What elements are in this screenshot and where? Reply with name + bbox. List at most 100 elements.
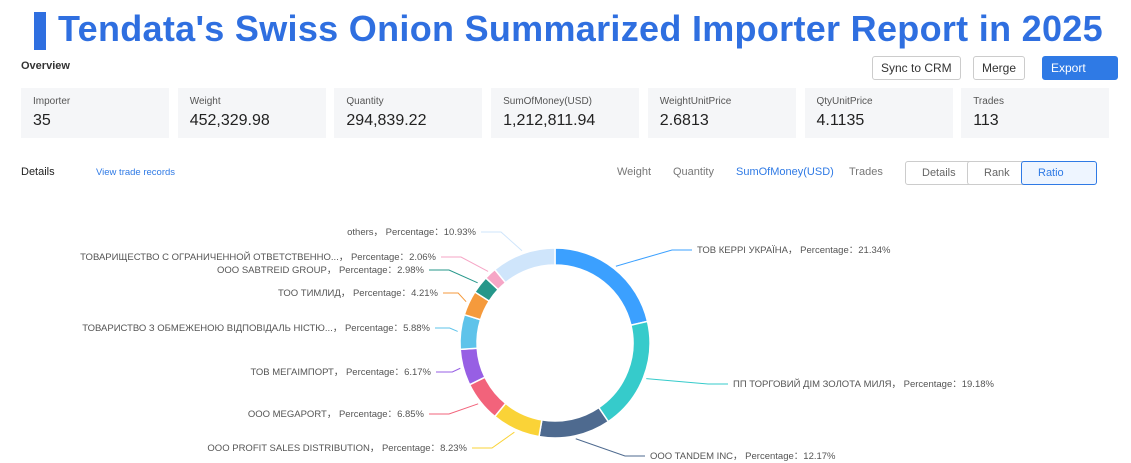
donut-segment (554, 247, 649, 327)
export-button[interactable]: Export (1042, 56, 1118, 80)
stat-card: Weight 452,329.98 (177, 88, 326, 138)
slice-value: 6.17% (404, 367, 431, 378)
stat-card: QtyUnitPrice 4.1135 (804, 88, 953, 138)
slice-separator: ， Percentage： (327, 409, 397, 420)
slice-name: ТОВ МЕГАІМПОРТ (251, 367, 335, 378)
merge-button[interactable]: Merge (973, 56, 1026, 80)
leader-line (429, 403, 479, 415)
leader-line (443, 292, 467, 303)
slice-label: others， Percentage：10.93% (347, 227, 476, 238)
metric-tab[interactable]: Trades (849, 166, 883, 178)
stat-card: Importer 35 (21, 88, 169, 138)
slice-label: OOO MEGAPORT， Percentage：6.85% (248, 409, 425, 420)
stat-label: Importer (33, 96, 71, 107)
donut-segment (538, 406, 610, 439)
slice-label: ТОВ МЕГАІМПОРТ， Percentage：6.17% (251, 367, 432, 378)
leader-line (646, 378, 728, 385)
view-button[interactable]: Ratio (1021, 161, 1097, 185)
slice-value: 5.88% (403, 323, 430, 334)
slice-value: 2.06% (409, 252, 436, 263)
stat-value: 35 (33, 112, 51, 129)
slice-value: 6.85% (397, 409, 424, 420)
slice-separator: ， Percentage： (327, 265, 397, 276)
slice-separator: ， Percentage： (374, 227, 444, 238)
slice-label: ТОВАРИЩЕСТВО С ОГРАНИЧЕННОЙ ОТВЕТСТВЕННО… (80, 251, 436, 263)
stat-label: WeightUnitPrice (659, 96, 732, 107)
slice-value: 2.98% (397, 265, 424, 276)
slice-value: 12.17% (803, 451, 836, 462)
slice-separator: ， Percentage： (788, 245, 858, 256)
stat-value: 113 (973, 112, 999, 129)
stat-label: Weight (189, 96, 221, 107)
stat-card: Trades 113 (961, 88, 1110, 138)
slice-name: ПП ТОРГОВИЙ ДІМ ЗОЛОТА МИЛЯ (733, 378, 892, 390)
leader-line (472, 431, 515, 449)
slice-name: OOO MEGAPORT (248, 409, 327, 420)
title-bar (34, 12, 46, 50)
slice-label: ТОО ТИМЛИД， Percentage：4.21% (278, 288, 439, 299)
slice-value: 8.23% (440, 443, 467, 454)
stat-value: 2.6813 (659, 112, 709, 129)
slice-separator: ， Percentage： (334, 367, 404, 378)
slice-name: ТОО ТИМЛИД (278, 288, 341, 299)
view-button[interactable]: Details (905, 161, 975, 185)
slice-value: 21.34% (858, 245, 891, 256)
donut-segment (459, 347, 486, 386)
donut-segment (493, 247, 556, 284)
slice-value: 19.18% (962, 379, 995, 390)
stat-value: 4.1135 (816, 112, 865, 129)
slice-separator: ， Percentage： (370, 443, 440, 454)
stat-label: QtyUnitPrice (816, 96, 873, 107)
slice-name: ТОВАРИСТВО З ОБМЕЖЕНОЮ ВІДПОВІДАЛЬ НІСТЮ… (82, 323, 333, 334)
slice-name: OOO SABTREID GROUP (217, 265, 327, 276)
leader-line (615, 249, 692, 267)
overview-label: Overview (21, 60, 70, 72)
details-label: Details (21, 166, 55, 178)
stat-card: WeightUnitPrice 2.6813 (647, 88, 796, 138)
stat-label: SumOfMoney(USD) (503, 96, 592, 107)
slice-name: OOO PROFIT SALES DISTRIBUTION (207, 443, 370, 454)
leader-line (575, 438, 645, 457)
slice-separator: ， Percentage： (733, 451, 803, 462)
metric-tab[interactable]: Weight (617, 166, 652, 178)
slice-label: OOO PROFIT SALES DISTRIBUTION， Percentag… (207, 443, 467, 454)
slice-name: ТОВ КЕРРІ УКРАЇНА (697, 245, 789, 256)
slice-label: OOO TANDEM INC， Percentage：12.17% (650, 451, 836, 462)
metric-tab[interactable]: Quantity (673, 166, 714, 178)
stat-label: Quantity (346, 96, 384, 107)
slice-name: OOO TANDEM INC (650, 451, 733, 462)
slice-label: ТОВАРИСТВО З ОБМЕЖЕНОЮ ВІДПОВІДАЛЬ НІСТЮ… (82, 323, 430, 334)
leader-line (481, 231, 523, 252)
stat-card: Quantity 294,839.22 (334, 88, 483, 138)
stat-value: 1,212,811.94 (503, 112, 596, 129)
donut-segment (468, 376, 507, 418)
slice-value: 10.93% (444, 227, 477, 238)
slice-label: ТОВ КЕРРІ УКРАЇНА， Percentage：21.34% (697, 245, 891, 256)
leader-line (436, 367, 461, 373)
slice-separator: ， Percentage： (339, 252, 409, 263)
slice-name: others (347, 227, 374, 238)
leader-line (441, 256, 489, 272)
donut-segment (459, 313, 482, 351)
metric-tab[interactable]: SumOfMoney(USD) (736, 166, 834, 178)
stat-value: 452,329.98 (189, 112, 270, 129)
slice-separator: ， Percentage： (333, 323, 403, 334)
sync-button[interactable]: Sync to CRM (872, 56, 961, 80)
leader-line (429, 269, 478, 284)
leader-line (435, 327, 458, 332)
trade-records-link[interactable]: View trade records (96, 167, 176, 178)
stat-card: SumOfMoney(USD) 1,212,811.94 (491, 88, 640, 138)
stat-value: 294,839.22 (346, 112, 427, 129)
slice-value: 4.21% (411, 288, 438, 299)
stat-label: Trades (973, 96, 1004, 107)
slice-separator: ， Percentage： (341, 288, 411, 299)
slice-label: ПП ТОРГОВИЙ ДІМ ЗОЛОТА МИЛЯ， Percentage：… (733, 378, 995, 390)
slice-separator: ， Percentage： (892, 379, 962, 390)
donut-segment (597, 320, 651, 423)
slice-name: ТОВАРИЩЕСТВО С ОГРАНИЧЕННОЙ ОТВЕТСТВЕННО… (80, 251, 339, 263)
title: Tendata's Swiss Onion Summarized Importe… (58, 8, 1103, 49)
view-button[interactable]: Rank (967, 161, 1029, 185)
slice-label: OOO SABTREID GROUP， Percentage：2.98% (217, 265, 425, 276)
